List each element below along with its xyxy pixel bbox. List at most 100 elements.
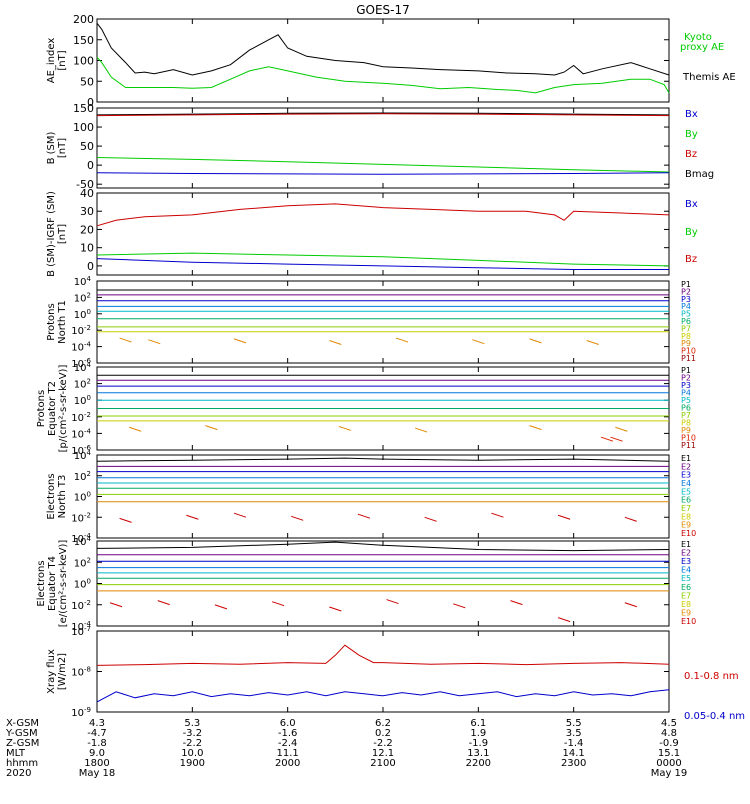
- eequator-legend-e10: E10: [681, 617, 696, 626]
- enorth-legend-e1: E1: [681, 454, 691, 463]
- enorth-frame: [96, 454, 670, 539]
- time-axis-row-label: Z-GSM: [6, 738, 39, 749]
- time-axis-value: -4.7: [87, 728, 107, 739]
- time-axis-value: 1900: [180, 758, 205, 769]
- eequator-series-e1: [96, 541, 670, 552]
- bsm-legend-bx: Bx: [685, 109, 698, 120]
- xray-tick-label: 10-9: [71, 706, 91, 719]
- bsm-legend-bmag: Bmag: [685, 169, 714, 180]
- pnorth-series-p9-segment: [233, 338, 247, 344]
- eequator-tick-label: 104: [74, 535, 92, 548]
- pequator-series-p10-segment: [600, 436, 614, 442]
- pequator-series-p9-segment: [414, 427, 428, 433]
- ae-series-kyoto-proxy-ae: [96, 56, 670, 94]
- xray-series-0-05-0-4-nm: [96, 689, 670, 703]
- bsm-tick-label: 0: [87, 159, 94, 172]
- time-axis-row-label: Y-GSM: [5, 728, 38, 739]
- eequator-series-e10-segment: [386, 599, 399, 605]
- xray-frame: [96, 630, 670, 713]
- time-axis-value: 9.0: [89, 748, 105, 759]
- pnorth-tick-label: 10-2: [71, 324, 91, 337]
- bsm-tick-label: 100: [73, 121, 94, 134]
- bigrf-frame: [96, 192, 670, 276]
- enorth-series-e10-segment: [119, 517, 132, 523]
- time-axis-value: 2300: [561, 758, 586, 769]
- enorth-series-e10-segment: [624, 516, 638, 522]
- time-axis-end-date: May 19: [651, 768, 688, 779]
- pnorth-legend-p5: P5: [681, 310, 691, 319]
- enorth-legend-e9: E9: [681, 521, 691, 530]
- ae-tick-label: 200: [73, 13, 94, 26]
- eequator-series-e10-segment: [453, 603, 466, 609]
- time-axis-value: 13.1: [467, 748, 489, 759]
- bsm-ylabel: [nT]: [57, 138, 68, 158]
- eequator-legend-e4: E4: [681, 566, 691, 575]
- ae-tick-label: 0: [87, 96, 94, 109]
- ae-ylabel: AE_index: [46, 38, 57, 84]
- pnorth-tick-label: 102: [74, 291, 91, 304]
- pnorth-legend-p4: P4: [681, 302, 691, 311]
- time-axis-value: -1.6: [278, 728, 298, 739]
- bsm-tick-label: -50: [76, 178, 94, 191]
- enorth-legend-e8: E8: [681, 512, 691, 521]
- pnorth-series-p9-segment: [148, 339, 161, 345]
- time-axis-value: 3.5: [566, 728, 582, 739]
- pequator-legend-p8: P8: [681, 419, 691, 428]
- bsm-series-by: [96, 157, 670, 173]
- time-axis-value: 2100: [370, 758, 395, 769]
- time-axis-value: -1.4: [564, 738, 584, 749]
- pequator-legend-p1: P1: [681, 366, 691, 375]
- time-axis-value: -3.2: [183, 728, 203, 739]
- eequator-series-e10-segment: [557, 617, 571, 623]
- xray-tick-label: 10-8: [71, 666, 91, 679]
- eequator-tick-label: 102: [74, 556, 91, 569]
- ae-ylabel: [nT]: [57, 50, 68, 70]
- pequator-legend-p3: P3: [681, 381, 691, 390]
- bigrf-series-by: [96, 252, 670, 267]
- eequator-legend-e7: E7: [681, 591, 691, 600]
- enorth-series-e10-segment: [233, 512, 247, 518]
- enorth-tick-label: 104: [74, 449, 92, 462]
- pnorth-series-p9-segment: [472, 339, 485, 345]
- eequator-legend-e5: E5: [681, 574, 691, 583]
- time-axis-value: -2.4: [278, 738, 298, 749]
- eequator-legend-e6: E6: [681, 583, 691, 592]
- pequator-tick-label: 10-2: [71, 411, 91, 424]
- time-axis-value: 1800: [84, 758, 109, 769]
- xray-ylabel: [W/m2]: [57, 653, 68, 690]
- time-axis-value: -1.8: [87, 738, 107, 749]
- ae-tick-label: 100: [73, 55, 94, 68]
- eequator-legend-e8: E8: [681, 600, 691, 609]
- bigrf-tick-label: 30: [80, 205, 94, 218]
- time-axis-value: 4.8: [661, 728, 677, 739]
- eequator-frame: [96, 540, 670, 627]
- pequator-tick-label: 10-4: [71, 427, 91, 440]
- xray-ylabel: Xray flux: [46, 649, 57, 694]
- pequator-series-p9-segment: [338, 425, 352, 431]
- bigrf-tick-label: 40: [80, 187, 94, 200]
- eequator-legend-e9: E9: [681, 608, 691, 617]
- time-axis-value: 14.1: [563, 748, 585, 759]
- bsm-ylabel: B (SM): [46, 131, 57, 164]
- enorth-series-e1: [96, 457, 670, 462]
- bsm-tick-label: 50: [80, 140, 94, 153]
- xray-legend-long-band: 0.1-0.8 nm: [684, 671, 739, 682]
- pnorth-legend-p6: P6: [681, 317, 691, 326]
- time-axis-start-date: May 18: [79, 768, 116, 779]
- time-axis-value: 12.1: [372, 748, 394, 759]
- eequator-ylabel: [e/(cm²-s-sr-keV)]: [58, 540, 69, 628]
- bsm-series-bmag: [96, 112, 670, 116]
- eequator-series-e10-segment: [214, 604, 228, 610]
- time-axis-value: 15.1: [658, 748, 680, 759]
- enorth-legend-e2: E2: [681, 462, 691, 471]
- enorth-legend-e3: E3: [681, 471, 691, 480]
- eequator-tick-label: 10-2: [71, 599, 91, 612]
- enorth-series-e10-segment: [186, 514, 199, 520]
- pnorth-tick-label: 100: [74, 308, 91, 321]
- pequator-legend-p5: P5: [681, 396, 691, 405]
- bigrf-legend-bx: Bx: [685, 199, 698, 210]
- xray-legend-short-band: 0.05-0.4 nm: [684, 711, 745, 722]
- time-axis-value: 4.3: [89, 718, 105, 729]
